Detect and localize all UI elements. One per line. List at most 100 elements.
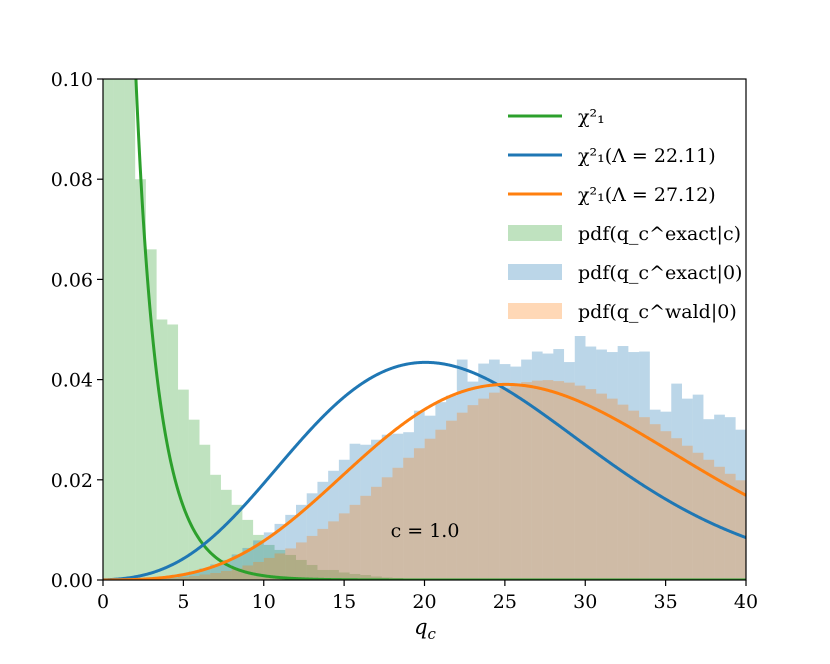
histogram-bar bbox=[424, 415, 436, 580]
histogram-bar bbox=[253, 534, 264, 580]
histogram-bar bbox=[371, 439, 382, 580]
y-tick-label: 0.06 bbox=[51, 269, 93, 291]
legend: χ²₁ χ²₁(Λ = 22.11) χ²₁(Λ = 27.12) pdf(q_c^e… bbox=[508, 106, 742, 323]
histogram-bar bbox=[403, 457, 414, 580]
histogram-bar bbox=[467, 381, 479, 580]
histogram-bar bbox=[317, 528, 329, 580]
histogram-bar bbox=[413, 410, 425, 580]
legend-label: pdf(q_c^exact|0) bbox=[578, 262, 742, 284]
histogram-bar bbox=[328, 470, 339, 580]
histogram-bar bbox=[188, 419, 200, 580]
histogram-bar bbox=[263, 544, 275, 580]
histogram-bar bbox=[435, 429, 447, 580]
histogram-bar bbox=[231, 504, 243, 580]
histogram-bar bbox=[692, 394, 704, 580]
legend-label: pdf(q_c^exact|c) bbox=[578, 223, 741, 245]
histogram-bar bbox=[220, 489, 232, 580]
histogram-bar bbox=[446, 395, 457, 580]
histogram-bar bbox=[295, 504, 307, 580]
histogram-bar bbox=[660, 431, 672, 580]
histogram-bar bbox=[574, 336, 586, 580]
y-tick-label: 0.00 bbox=[51, 570, 93, 592]
histogram-bar bbox=[596, 349, 607, 580]
histogram-bar bbox=[103, 79, 114, 580]
histogram-bar bbox=[488, 359, 500, 580]
histogram-bar bbox=[671, 383, 682, 580]
histogram-bar bbox=[542, 380, 554, 580]
histogram-bar bbox=[499, 388, 511, 580]
histogram-bar bbox=[156, 578, 168, 580]
legend-patch-swatch bbox=[508, 264, 562, 280]
histogram-bar bbox=[306, 535, 318, 580]
histogram-bar bbox=[199, 568, 211, 580]
x-tick-label: 25 bbox=[493, 591, 517, 613]
histogram-bar bbox=[145, 249, 157, 580]
histogram-bar bbox=[188, 575, 200, 580]
histogram-bar bbox=[349, 573, 361, 580]
histogram-bar bbox=[360, 444, 372, 580]
histogram-bar bbox=[210, 572, 221, 580]
y-tick-label: 0.08 bbox=[51, 169, 93, 191]
annotation-c: c = 1.0 bbox=[391, 520, 460, 542]
histogram-bar bbox=[531, 380, 543, 580]
histogram-bar bbox=[220, 559, 232, 580]
histogram-bar bbox=[521, 359, 532, 580]
histogram-bar bbox=[338, 459, 350, 580]
histogram-bar bbox=[242, 547, 254, 580]
histogram-bar bbox=[649, 409, 661, 580]
histogram-0 bbox=[103, 79, 425, 580]
histogram-bar bbox=[478, 363, 489, 580]
histogram-bar bbox=[113, 79, 125, 580]
histogram-bar bbox=[456, 359, 468, 580]
histogram-bar bbox=[639, 417, 650, 580]
y-tick-label: 0.02 bbox=[51, 470, 93, 492]
histogram-bar bbox=[617, 404, 629, 580]
y-tick-label: 0.10 bbox=[51, 69, 93, 91]
histogram-bar bbox=[574, 385, 586, 580]
histogram-bar bbox=[178, 573, 189, 580]
histogram-bar bbox=[253, 540, 264, 580]
histogram-bar bbox=[724, 417, 736, 580]
histogram-bar bbox=[328, 569, 339, 580]
histogram-bar bbox=[735, 480, 746, 580]
histogram-bar bbox=[681, 398, 693, 580]
histogram-bar bbox=[338, 513, 350, 580]
histogram-bar bbox=[392, 433, 404, 580]
histogram-bar bbox=[542, 353, 554, 580]
histogram-bar bbox=[596, 393, 607, 580]
histogram-bar bbox=[295, 542, 307, 580]
histogram-bar bbox=[628, 410, 640, 580]
histogram-bar bbox=[210, 564, 221, 580]
histogram-bar bbox=[435, 402, 447, 580]
histogram-bar bbox=[178, 576, 189, 580]
legend-label: χ²₁(Λ = 27.12) bbox=[578, 184, 716, 206]
histogram-bar bbox=[510, 366, 522, 580]
histogram-bar bbox=[488, 392, 500, 580]
histogram-bar bbox=[231, 568, 243, 580]
x-tick-label: 5 bbox=[177, 591, 189, 613]
legend-patch-swatch bbox=[508, 225, 562, 241]
histogram-bar bbox=[703, 459, 715, 580]
axis-ticks: 0 5 10 15 20 25 30 35 40 0.00 0.02 0.04 0.06 0.08 0.10 bbox=[51, 69, 758, 613]
x-tick-label: 10 bbox=[252, 591, 276, 613]
histogram-bar bbox=[381, 434, 393, 580]
histogram-bar bbox=[178, 389, 189, 580]
histogram-bar bbox=[456, 412, 468, 580]
x-tick-label: 20 bbox=[412, 591, 436, 613]
histogram-bar bbox=[306, 564, 318, 580]
x-tick-label: 15 bbox=[332, 591, 356, 613]
histogram-bar bbox=[188, 571, 200, 580]
histogram-bar bbox=[285, 548, 296, 580]
x-axis-label: qc bbox=[414, 615, 436, 643]
histogram-bar bbox=[210, 474, 221, 580]
histogram-bar bbox=[156, 319, 168, 580]
legend-label: χ²₁ bbox=[578, 106, 605, 128]
x-tick-label: 40 bbox=[734, 591, 758, 613]
histogram-bar bbox=[446, 420, 457, 580]
histogram-bar bbox=[639, 351, 650, 580]
histogram-bar bbox=[167, 324, 179, 580]
histogram-bar bbox=[220, 570, 232, 580]
histogram-bar bbox=[703, 419, 715, 580]
histogram-bar bbox=[338, 572, 350, 580]
